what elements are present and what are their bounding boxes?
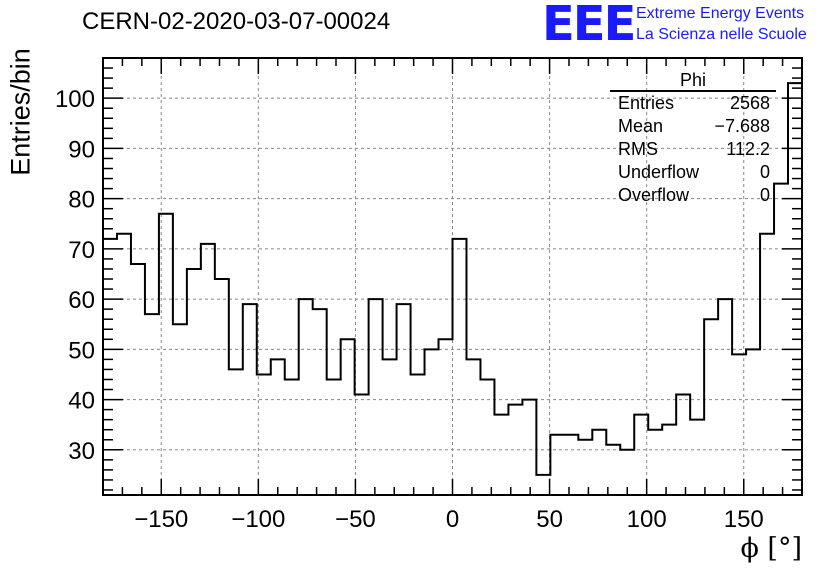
axis-ticks [102, 57, 803, 495]
stats-label: Entries [618, 93, 675, 113]
x-tick-label: 50 [536, 506, 563, 533]
stats-row-underflow: Underflow 0 [610, 161, 776, 184]
y-tick-label: 70 [68, 237, 95, 264]
x-tick-label: −100 [231, 506, 285, 533]
x-tick-label: −150 [134, 506, 188, 533]
logo-subtitle-line2: La Scienza nelle Scuole [636, 26, 807, 43]
stats-label: RMS [618, 139, 658, 159]
eee-logo: EEE [542, 0, 636, 52]
logo-subtitle-line1: Extreme Energy Events [636, 5, 805, 22]
grid-lines [103, 58, 802, 495]
stats-value: 2568 [729, 93, 770, 113]
stats-row-entries: Entries 2568 [610, 92, 776, 115]
stats-value: 0 [759, 162, 770, 182]
x-tick-label: 0 [446, 506, 459, 533]
x-tick-labels: −150 −100 −50 0 50 100 150 [134, 506, 764, 533]
y-axis-label: Entries/bin [5, 48, 36, 176]
stats-title: Phi [610, 70, 776, 92]
y-tick-label: 100 [55, 86, 95, 113]
stats-value: 0 [759, 185, 770, 205]
stats-label: Underflow [618, 162, 700, 182]
plot-frame [102, 57, 803, 496]
y-tick-label: 80 [68, 187, 95, 214]
stats-row-overflow: Overflow 0 [610, 184, 776, 207]
y-tick-label: 40 [68, 388, 95, 415]
x-axis-label: ϕ [°] [740, 533, 802, 564]
y-tick-labels: 30 40 50 60 70 80 90 100 [55, 86, 95, 465]
stats-row-rms: RMS 112.2 [610, 138, 776, 161]
stats-row-mean: Mean −7.688 [610, 115, 776, 138]
x-tick-label: −50 [335, 506, 376, 533]
stats-value: −7.688 [714, 116, 770, 136]
x-tick-label: 150 [724, 506, 764, 533]
y-tick-label: 90 [68, 136, 95, 163]
histogram-series [103, 82, 802, 476]
stats-label: Overflow [618, 185, 690, 205]
run-title: CERN-02-2020-03-07-00024 [82, 8, 391, 35]
stats-label: Mean [618, 116, 664, 136]
stats-value: 112.2 [726, 139, 770, 159]
y-tick-label: 50 [68, 337, 95, 364]
y-tick-label: 60 [68, 287, 95, 314]
x-tick-label: 100 [627, 506, 667, 533]
y-tick-label: 30 [68, 438, 95, 465]
stats-box: Phi Entries 2568 Mean −7.688 RMS 112.2 U… [610, 70, 776, 207]
